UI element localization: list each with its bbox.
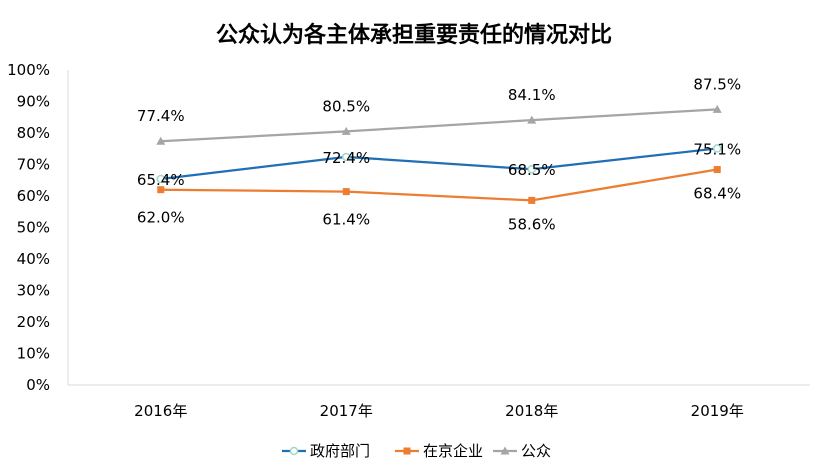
y-tick-label: 80% bbox=[17, 124, 50, 142]
data-label: 80.5% bbox=[322, 97, 370, 115]
data-label: 68.4% bbox=[693, 185, 741, 203]
data-label: 75.1% bbox=[693, 140, 741, 158]
series-line bbox=[160, 168, 718, 202]
data-label: 61.4% bbox=[322, 211, 370, 229]
data-point bbox=[156, 136, 166, 145]
legend-marker bbox=[500, 446, 510, 455]
data-point bbox=[527, 115, 537, 124]
data-label: 77.4% bbox=[137, 107, 185, 125]
data-label: 58.6% bbox=[508, 215, 556, 233]
chart-title: 公众认为各主体承担重要责任的情况对比 bbox=[216, 22, 612, 48]
y-tick-label: 70% bbox=[17, 156, 50, 174]
legend-label: 政府部门 bbox=[310, 442, 370, 460]
series-line bbox=[160, 108, 718, 143]
data-point bbox=[342, 152, 351, 162]
y-tick-label: 90% bbox=[17, 93, 50, 111]
y-tick-label: 40% bbox=[17, 250, 50, 268]
data-labels: 65.4% 72.4% 68.5% 75.1% 62.0% 61.4% 58.6% 68.4%… bbox=[137, 75, 741, 233]
x-tick-label: 2017年 bbox=[320, 402, 373, 420]
x-tick-label: 2016年 bbox=[134, 402, 187, 420]
legend-marker bbox=[403, 447, 411, 455]
x-tick-label: 2018年 bbox=[505, 402, 558, 420]
series-line bbox=[160, 147, 718, 181]
data-label: 65.4% bbox=[137, 171, 185, 189]
data-point bbox=[713, 166, 721, 174]
data-point bbox=[712, 104, 722, 113]
x-tick-label: 2019年 bbox=[691, 402, 744, 420]
data-point bbox=[713, 144, 722, 153]
data-point bbox=[528, 196, 536, 204]
legend: 政府部门 在京企业 公众 bbox=[282, 442, 551, 460]
data-label: 68.5% bbox=[508, 161, 556, 179]
series-lines bbox=[160, 108, 718, 202]
x-axis-ticks: 2016年 2017年 2018年 2019年 bbox=[134, 402, 744, 420]
data-point bbox=[527, 164, 536, 174]
legend-marker bbox=[289, 446, 299, 456]
y-axis-ticks: 0% 10% 20% 30% 40% 50% 60% 70% 80% 90% 100% bbox=[7, 61, 50, 394]
series-markers bbox=[156, 104, 722, 204]
data-label: 62.0% bbox=[137, 209, 185, 227]
data-point bbox=[342, 188, 350, 196]
data-point bbox=[341, 126, 351, 135]
legend-label: 公众 bbox=[521, 442, 551, 460]
y-tick-label: 10% bbox=[17, 345, 50, 363]
y-tick-label: 100% bbox=[7, 61, 50, 79]
y-tick-label: 20% bbox=[17, 313, 50, 331]
y-tick-label: 60% bbox=[17, 187, 50, 205]
data-label: 87.5% bbox=[693, 75, 741, 93]
data-label: 72.4% bbox=[322, 149, 370, 167]
data-point bbox=[157, 186, 165, 194]
data-label: 84.1% bbox=[508, 86, 556, 104]
y-tick-label: 0% bbox=[26, 376, 50, 394]
legend-label: 在京企业 bbox=[423, 442, 483, 460]
data-point bbox=[156, 174, 165, 184]
y-tick-label: 30% bbox=[17, 282, 50, 300]
y-tick-label: 50% bbox=[17, 219, 50, 237]
